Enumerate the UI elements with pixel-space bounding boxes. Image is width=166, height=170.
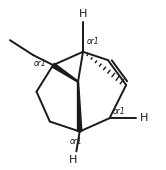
Text: or1: or1 [113,107,125,116]
Text: H: H [79,9,87,19]
Polygon shape [78,82,82,132]
Text: H: H [140,113,149,123]
Text: or1: or1 [86,37,99,46]
Text: or1: or1 [70,137,82,146]
Polygon shape [52,63,78,82]
Text: H: H [69,155,77,165]
Text: or1: or1 [33,59,46,68]
